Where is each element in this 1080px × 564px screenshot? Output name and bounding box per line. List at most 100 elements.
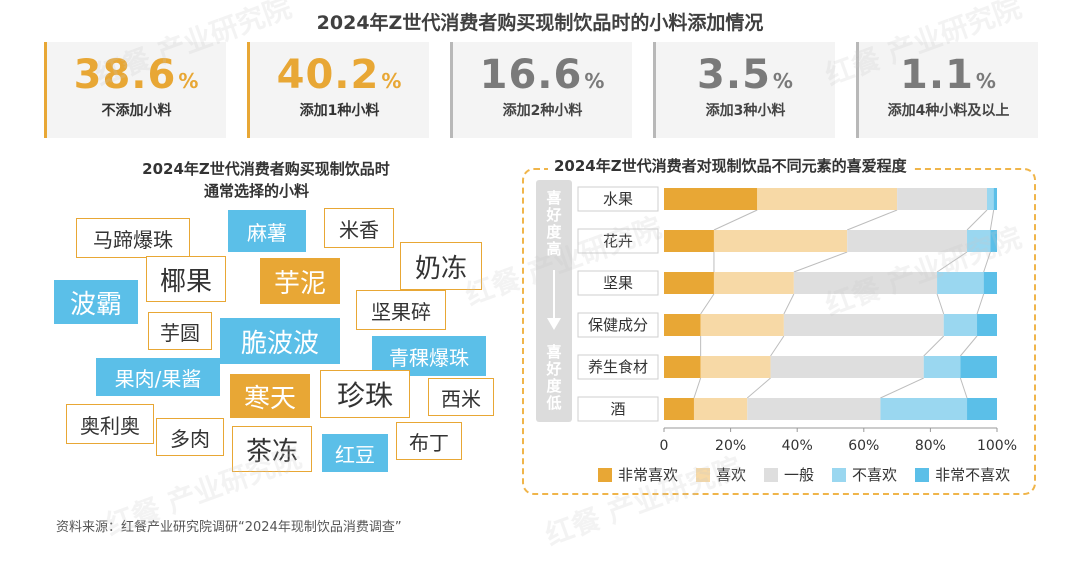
bar-segment <box>770 356 924 378</box>
bar-segment <box>993 188 997 210</box>
category-box <box>577 228 659 254</box>
tag-coconut-jelly: 椰果 <box>146 256 226 302</box>
x-tick-label: 100% <box>977 438 1017 454</box>
tag-oreo: 奥利奥 <box>66 404 154 444</box>
legend-label: 不喜欢 <box>852 466 898 484</box>
tag-sago: 西米 <box>428 378 494 416</box>
tag-succulent: 多肉 <box>156 418 224 456</box>
legend-item: 非常不喜欢 <box>915 464 1010 485</box>
axis-bottom-text: 喜好度低 <box>546 343 562 412</box>
legend-item: 不喜欢 <box>832 464 897 485</box>
bar-segment <box>693 398 748 420</box>
stat-value: 40.2% <box>276 52 403 98</box>
tag-mochi: 麻薯 <box>228 210 306 252</box>
category-box <box>577 312 659 338</box>
tag-horseshoe-boba: 马蹄爆珠 <box>76 218 190 258</box>
legend-label: 一般 <box>784 466 815 484</box>
bar-segment <box>757 188 898 210</box>
bar-segment <box>977 314 997 336</box>
tag-tea-jelly: 茶冻 <box>232 426 312 472</box>
legend-label: 非常喜欢 <box>618 466 679 484</box>
chart-legend: 非常喜欢 喜欢 一般 不喜欢 非常不喜欢 <box>598 464 1010 485</box>
tag-fruit-jam: 果肉/果酱 <box>96 358 220 396</box>
legend-swatch <box>696 467 711 482</box>
stat-value: 38.6% <box>73 52 200 98</box>
category-label: 坚果 <box>603 274 633 292</box>
bar-segment <box>897 188 988 210</box>
connector-line <box>693 377 702 399</box>
connector-line <box>923 335 945 357</box>
page-title: 2024年Z世代消费者购买现制饮品时的小料添加情况 <box>316 12 764 34</box>
bar-segment <box>664 230 714 252</box>
tag-milk-jelly: 奶冻 <box>400 242 482 290</box>
stat-value: 16.6% <box>479 52 606 98</box>
bar-segment <box>990 230 997 252</box>
bar-segment <box>664 272 714 294</box>
bar-segment <box>664 398 694 420</box>
bar-segment <box>960 356 997 378</box>
connector-line <box>983 251 991 273</box>
tag-taro-balls: 芋圆 <box>148 312 212 350</box>
legend-swatch <box>832 467 847 482</box>
stat-label: 添加3种小料 <box>705 103 786 119</box>
axis-top-label: 喜好度高 <box>536 190 572 258</box>
bar-segment <box>664 314 701 336</box>
bar-segment <box>664 356 701 378</box>
x-tick-label: 80% <box>915 438 946 454</box>
legend-item: 喜欢 <box>696 464 746 485</box>
bar-segment <box>713 230 848 252</box>
x-tick-label: 60% <box>848 438 879 454</box>
legend-label: 喜欢 <box>716 466 747 484</box>
stat-label: 不添加小料 <box>101 103 172 119</box>
connector-line <box>966 209 988 231</box>
preference-axis: 喜好度高 喜好度低 <box>536 180 572 422</box>
stat-card-three: 3.5% 添加3种小料 <box>653 42 835 138</box>
stat-label: 添加4种小料及以上 <box>887 103 1010 119</box>
category-box <box>577 186 659 212</box>
legend-label: 非常不喜欢 <box>935 466 1011 484</box>
stat-label: 添加2种小料 <box>502 103 583 119</box>
bar-segment <box>937 272 984 294</box>
tag-barley-boba: 青稞爆珠 <box>372 336 486 376</box>
connector-line <box>846 209 898 231</box>
source-note: 资料来源：红餐产业研究院调研“2024年现制饮品消费调查” <box>56 520 402 535</box>
stat-value: 1.1% <box>900 52 997 98</box>
category-label: 保健成分 <box>588 316 648 334</box>
stat-card-two: 16.6% 添加2种小料 <box>450 42 632 138</box>
stat-card-none: 38.6% 不添加小料 <box>44 42 226 138</box>
legend-item: 一般 <box>764 464 814 485</box>
bar-segment <box>943 314 978 336</box>
stat-value: 3.5% <box>697 52 794 98</box>
connector-line <box>976 293 985 315</box>
axis-top-text: 喜好度高 <box>546 189 562 258</box>
tag-boba: 波霸 <box>54 280 138 324</box>
left-title-line1: 2024年Z世代消费者购买现制饮品时 <box>142 160 390 178</box>
connector-line <box>783 293 795 315</box>
legend-swatch <box>598 467 612 482</box>
bar-segment <box>793 272 938 294</box>
bar-segment <box>967 230 991 252</box>
tag-rice-puff: 米香 <box>324 208 394 248</box>
tag-nut-crumbs: 坚果碎 <box>356 290 446 330</box>
bar-segment <box>700 314 784 336</box>
category-box <box>577 270 659 296</box>
bar-segment <box>747 398 881 420</box>
legend-swatch <box>764 467 779 482</box>
connector-line <box>959 377 968 399</box>
bar-segment <box>783 314 944 336</box>
right-panel-title: 2024年Z世代消费者对现制饮品不同元素的喜爱程度 <box>548 155 913 176</box>
legend-swatch <box>915 467 930 482</box>
tag-agar: 寒天 <box>230 374 310 418</box>
left-title-line2: 通常选择的小料 <box>204 182 310 200</box>
tag-taro-paste: 芋泥 <box>260 258 340 304</box>
bar-segment <box>713 272 794 294</box>
connector-line <box>989 209 995 231</box>
down-arrow-icon <box>547 318 561 330</box>
category-box <box>577 354 659 380</box>
bar-segment <box>880 398 968 420</box>
bar-segment <box>923 356 961 378</box>
category-label: 水果 <box>603 190 633 208</box>
x-tick-label: 0 <box>660 438 669 454</box>
down-arrow-shaft <box>553 270 555 320</box>
